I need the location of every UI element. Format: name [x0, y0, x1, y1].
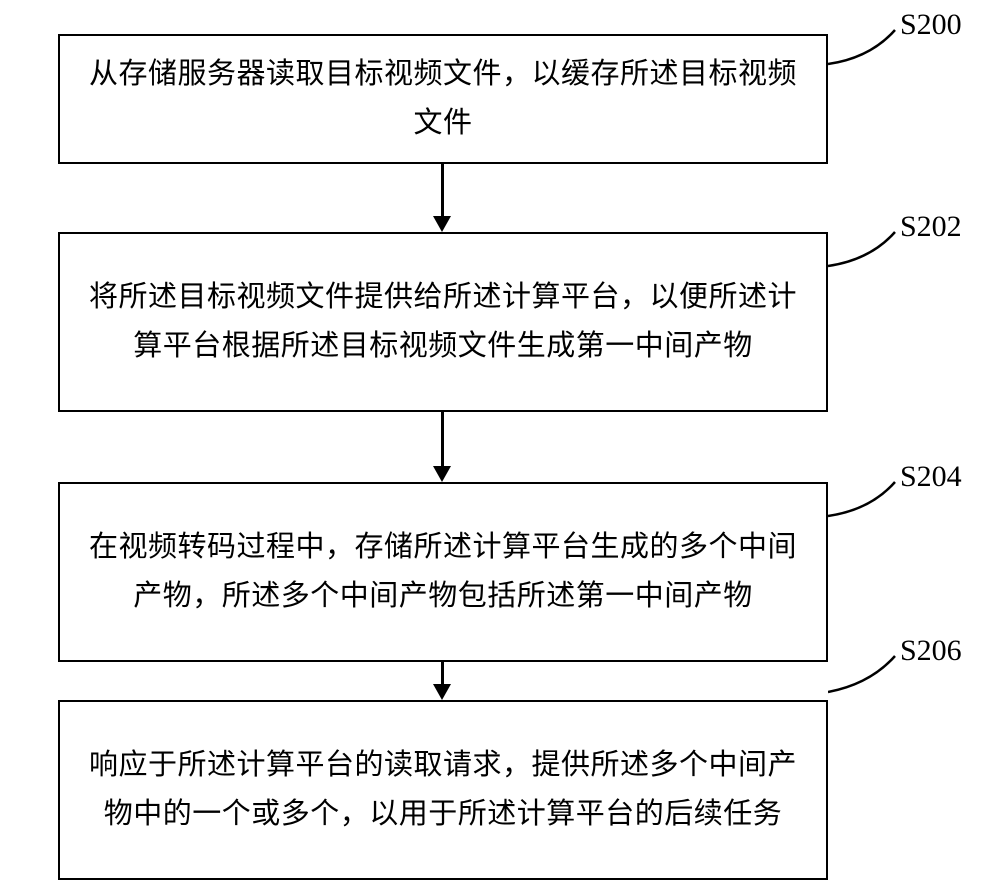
callout-s204 [828, 480, 900, 524]
step-label-s200: S200 [900, 8, 962, 42]
node-text: 响应于所述计算平台的读取请求，提供所述多个中间产物中的一个或多个，以用于所述计算… [84, 741, 802, 840]
arrow-head-icon [433, 684, 451, 700]
arrow-head-icon [433, 216, 451, 232]
callout-s200 [828, 28, 900, 72]
arrow-head-icon [433, 466, 451, 482]
flowchart-node-s200: 从存储服务器读取目标视频文件，以缓存所述目标视频文件 [58, 34, 828, 164]
callout-s206 [828, 654, 900, 698]
flowchart-node-s202: 将所述目标视频文件提供给所述计算平台，以便所述计算平台根据所述目标视频文件生成第… [58, 232, 828, 412]
step-label-s202: S202 [900, 210, 962, 244]
node-text: 从存储服务器读取目标视频文件，以缓存所述目标视频文件 [84, 50, 802, 149]
node-text: 在视频转码过程中，存储所述计算平台生成的多个中间产物，所述多个中间产物包括所述第… [84, 523, 802, 622]
flowchart-node-s206: 响应于所述计算平台的读取请求，提供所述多个中间产物中的一个或多个，以用于所述计算… [58, 700, 828, 880]
flowchart-container: 从存储服务器读取目标视频文件，以缓存所述目标视频文件 S200 将所述目标视频文… [0, 0, 1000, 890]
arrow-line [441, 662, 444, 684]
flowchart-node-s204: 在视频转码过程中，存储所述计算平台生成的多个中间产物，所述多个中间产物包括所述第… [58, 482, 828, 662]
node-text: 将所述目标视频文件提供给所述计算平台，以便所述计算平台根据所述目标视频文件生成第… [84, 273, 802, 372]
callout-s202 [828, 230, 900, 274]
step-label-s204: S204 [900, 460, 962, 494]
arrow-line [441, 412, 444, 466]
step-label-s206: S206 [900, 634, 962, 668]
arrow-line [441, 164, 444, 216]
